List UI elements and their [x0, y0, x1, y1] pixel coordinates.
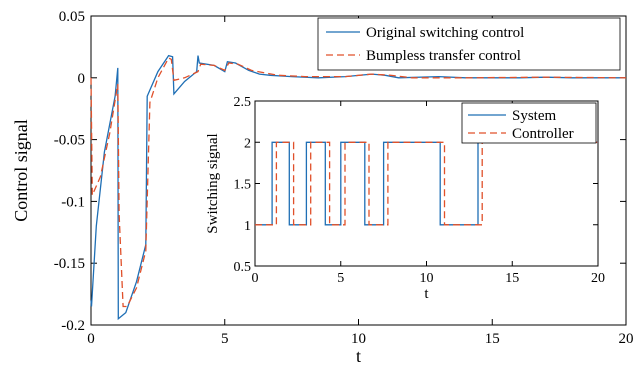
- inset-x-tick-label: 20: [591, 271, 605, 286]
- main-x-tick-label: 0: [87, 331, 95, 347]
- main-y-tick-label: 0.05: [59, 9, 85, 25]
- inset-y-tick-label: 0.5: [234, 260, 252, 275]
- main-x-axis-label: t: [356, 346, 361, 365]
- main-y-tick-label: -0.2: [61, 318, 85, 334]
- main-x-tick-label: 10: [351, 331, 366, 347]
- main-y-tick-label: -0.05: [54, 133, 85, 149]
- inset-y-tick-label: 1: [244, 219, 251, 234]
- main-legend: Original switching control Bumpless tran…: [318, 18, 620, 70]
- inset-y-tick-label: 2.5: [234, 95, 252, 110]
- main-x-tick-label: 5: [221, 331, 229, 347]
- legend-label-bumpless: Bumpless transfer control: [366, 48, 521, 64]
- inset-legend: System Controller: [462, 103, 596, 143]
- legend-label-system: System: [512, 108, 557, 124]
- main-y-tick-label: -0.1: [61, 194, 85, 210]
- main-x-tick-label: 15: [485, 331, 500, 347]
- inset-x-tick-label: 0: [252, 271, 259, 286]
- legend-label-controller: Controller: [512, 126, 574, 142]
- main-y-tick-label: -0.15: [54, 256, 85, 272]
- inset-y-axis-label: Switching signal: [205, 133, 221, 233]
- legend-label-original: Original switching control: [366, 25, 524, 41]
- inset-x-tick-label: 15: [505, 271, 519, 286]
- inset-x-tick-label: 5: [337, 271, 344, 286]
- main-y-tick-label: 0: [78, 71, 86, 87]
- inset-x-tick-label: 10: [420, 271, 434, 286]
- inset-y-tick-label: 1.5: [234, 178, 252, 193]
- main-y-axis-label: Control signal: [11, 119, 31, 222]
- main-x-tick-label: 20: [619, 331, 633, 347]
- inset-y-tick-label: 2: [244, 136, 251, 151]
